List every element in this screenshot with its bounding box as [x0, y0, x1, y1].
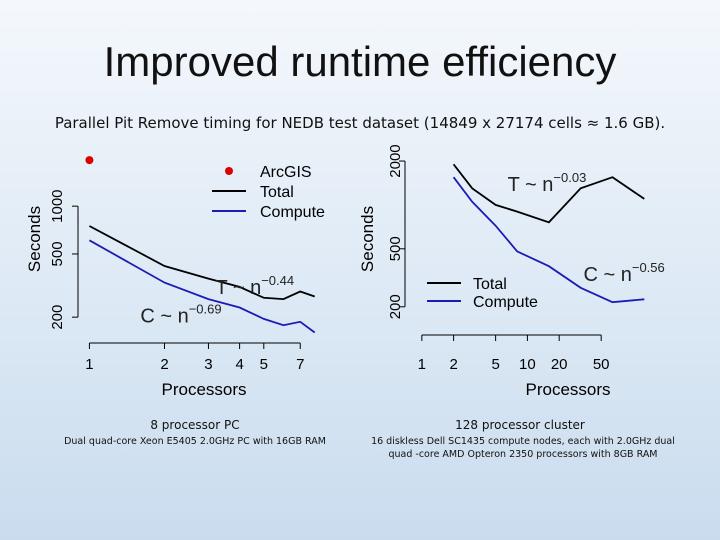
y-axis-label: Seconds [358, 206, 377, 272]
series-line-compute [452, 176, 645, 304]
slide-subtitle: Parallel Pit Remove timing for NEDB test… [54, 114, 666, 132]
fit-annotation: T ~ n−0.44 [215, 273, 294, 299]
x-tick-label: 20 [551, 356, 568, 373]
x-tick-label: 50 [593, 356, 610, 373]
right-caption-title: 128 processor cluster [455, 418, 585, 432]
chart-8-processor: 1 2 3 4 5 7 200 500 1000 Processors Seconds T ~ n−0… [25, 156, 325, 399]
fit-annotation: C ~ n−0.69 [140, 302, 221, 328]
right-caption-desc: 16 diskless Dell SC1435 compute nodes, e… [371, 436, 675, 460]
chart-128-processor: 1 2 5 10 20 50 200 500 2000 Processors Seconds T ~ … [358, 144, 665, 399]
data-point-arcgis [85, 156, 94, 165]
x-tick-label: 3 [204, 356, 212, 373]
x-tick-label: 7 [296, 356, 304, 373]
x-tick-label: 4 [235, 356, 243, 373]
legend-label-compute: Compute [260, 204, 325, 221]
legend-label-arcgis: ArcGIS [260, 164, 312, 181]
x-axis-label: Processors [161, 380, 246, 399]
y-tick-label: 200 [387, 294, 404, 319]
series-line-total [452, 163, 645, 224]
fit-annotation: C ~ n−0.56 [584, 260, 665, 286]
x-tick-label: 5 [260, 356, 268, 373]
x-tick-label: 1 [85, 356, 93, 373]
legend-label-compute: Compute [473, 294, 538, 311]
x-tick-label: 2 [160, 356, 168, 373]
x-axis-label: Processors [525, 380, 610, 399]
x-tick-label: 2 [449, 356, 457, 373]
left-caption-title: 8 processor PC [150, 418, 240, 432]
y-tick-label: 500 [387, 236, 404, 261]
y-tick-label: 200 [49, 305, 66, 330]
legend-marker-arcgis [225, 167, 233, 175]
series-line-total [88, 225, 315, 301]
fit-annotation: T ~ n−0.03 [508, 170, 587, 196]
y-tick-label: 1000 [49, 189, 66, 222]
legend-label-total: Total [473, 276, 507, 293]
left-caption-desc: Dual quad-core Xeon E5405 2.0GHz PC with… [64, 436, 326, 447]
y-axis-label: Seconds [25, 206, 44, 272]
x-tick-label: 10 [519, 356, 536, 373]
series-line-compute [88, 239, 316, 334]
legend-label-total: Total [260, 184, 294, 201]
x-tick-label: 5 [491, 356, 499, 373]
x-tick-label: 1 [418, 356, 426, 373]
y-tick-label: 500 [49, 241, 66, 266]
slide-title: Improved runtime efficiency [103, 38, 617, 85]
y-tick-label: 2000 [387, 144, 404, 177]
